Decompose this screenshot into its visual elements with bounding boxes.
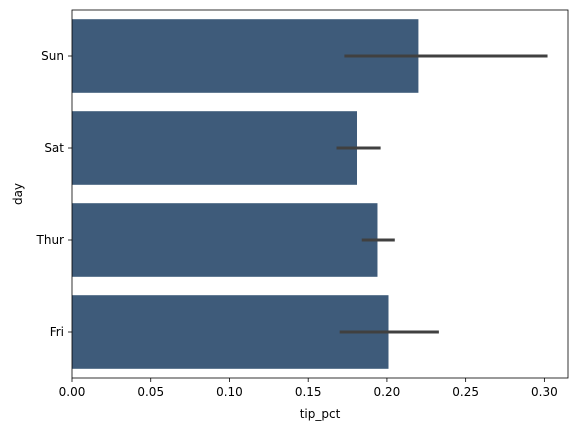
y-tick-label-fri: Fri <box>50 325 64 339</box>
bar-sat <box>72 111 358 185</box>
x-tick-label: 0.30 <box>531 385 558 399</box>
x-axis-label: tip_pct <box>300 407 341 421</box>
y-tick-label-sun: Sun <box>41 49 64 63</box>
x-tick-label: 0.10 <box>216 385 243 399</box>
x-tick-label: 0.15 <box>295 385 322 399</box>
y-tick-label-sat: Sat <box>44 141 64 155</box>
x-tick-label: 0.00 <box>59 385 86 399</box>
errorbars-group <box>336 54 548 334</box>
x-axis: 0.00 0.05 0.10 0.15 0.20 0.25 0.30 <box>59 378 558 399</box>
bar-fri <box>72 295 389 369</box>
x-tick-label: 0.05 <box>137 385 164 399</box>
bars-group <box>72 19 419 369</box>
y-axis: Sun Sat Thur Fri <box>36 49 72 339</box>
x-tick-label: 0.25 <box>452 385 479 399</box>
x-tick-label: 0.20 <box>374 385 401 399</box>
y-axis-label: day <box>11 183 25 205</box>
bar-thur <box>72 203 378 277</box>
y-tick-label-thur: Thur <box>36 233 65 247</box>
plot-frame <box>71 9 569 379</box>
